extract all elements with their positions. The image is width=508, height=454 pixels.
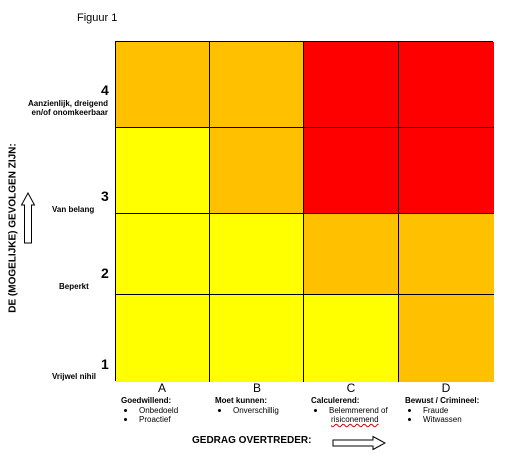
- category-d-item: Fraude: [405, 406, 479, 415]
- category-b-title: Moet kunnen:: [215, 396, 267, 405]
- risk-matrix: [115, 41, 494, 382]
- column-letter-c: C: [346, 381, 356, 395]
- y-level-1-number: 1: [101, 356, 109, 372]
- x-axis-title: GEDRAG OVERTREDER:: [192, 435, 312, 446]
- matrix-cell-4d: [399, 42, 494, 128]
- y-level-3-label: Van belang: [52, 205, 95, 214]
- matrix-cell-3a: [116, 128, 210, 214]
- matrix-cell-4a: [116, 42, 210, 128]
- matrix-cell-3d: [399, 128, 494, 214]
- category-b: Moet kunnen: Onverschillig: [215, 396, 279, 415]
- category-d-list: Fraude Witwassen: [405, 406, 479, 424]
- matrix-cell-1a: [116, 295, 210, 382]
- matrix-cell-4c: [304, 42, 399, 128]
- category-a: Goedwillend: Onbedoeld Proactief: [121, 396, 178, 424]
- category-a-list: Onbedoeld Proactief: [121, 406, 178, 424]
- y-level-3-number: 3: [101, 188, 109, 204]
- y-level-2-label: Beperkt: [59, 282, 89, 291]
- matrix-cell-1b: [210, 295, 304, 382]
- category-c-item-continued-text: risiconemend: [331, 415, 379, 424]
- category-c-item-continued: risiconemend: [311, 415, 388, 424]
- category-c: Calculerend: Belemmerend of risiconemend: [311, 396, 388, 424]
- matrix-cell-1c: [304, 295, 399, 382]
- y-level-4-label: Aanzienlijk, dreigend en/of onomkeerbaar: [28, 99, 109, 117]
- matrix-cell-3c: [304, 128, 399, 214]
- category-b-list: Onverschillig: [215, 406, 279, 415]
- arrow-right-outline-icon: [332, 435, 386, 451]
- column-letter-d: D: [441, 381, 451, 395]
- category-a-item: Onbedoeld: [121, 406, 178, 415]
- matrix-cell-2a: [116, 214, 210, 295]
- y-level-1-label: Vrijwel nihil: [52, 372, 97, 381]
- category-b-item: Onverschillig: [215, 406, 279, 415]
- matrix-cell-1d: [399, 295, 494, 382]
- category-d: Bewust / Crimineel: Fraude Witwassen: [405, 396, 479, 424]
- arrow-up-outline-icon: [21, 192, 35, 244]
- column-letter-a: A: [157, 381, 166, 395]
- matrix-cell-2b: [210, 214, 304, 295]
- y-level-2-number: 2: [101, 265, 109, 281]
- matrix-cell-3b: [210, 128, 304, 214]
- category-a-title: Goedwillend:: [121, 396, 172, 405]
- figure-label: Figuur 1: [77, 12, 118, 24]
- category-a-item: Proactief: [121, 415, 178, 424]
- category-d-title: Bewust / Crimineel:: [405, 396, 480, 405]
- y-axis-title-text: DE (MOGELIJKE) GEVOLGEN ZIJN:: [7, 143, 19, 313]
- matrix-cell-2c: [304, 214, 399, 295]
- category-d-item: Witwassen: [405, 415, 479, 424]
- matrix-cell-4b: [210, 42, 304, 128]
- category-c-list: Belemmerend of risiconemend: [311, 406, 388, 424]
- matrix-cell-2d: [399, 214, 494, 295]
- category-c-item: Belemmerend of: [311, 406, 388, 415]
- category-c-title: Calculerend:: [311, 396, 360, 405]
- y-level-4-number: 4: [101, 82, 109, 98]
- column-letter-b: B: [252, 381, 261, 395]
